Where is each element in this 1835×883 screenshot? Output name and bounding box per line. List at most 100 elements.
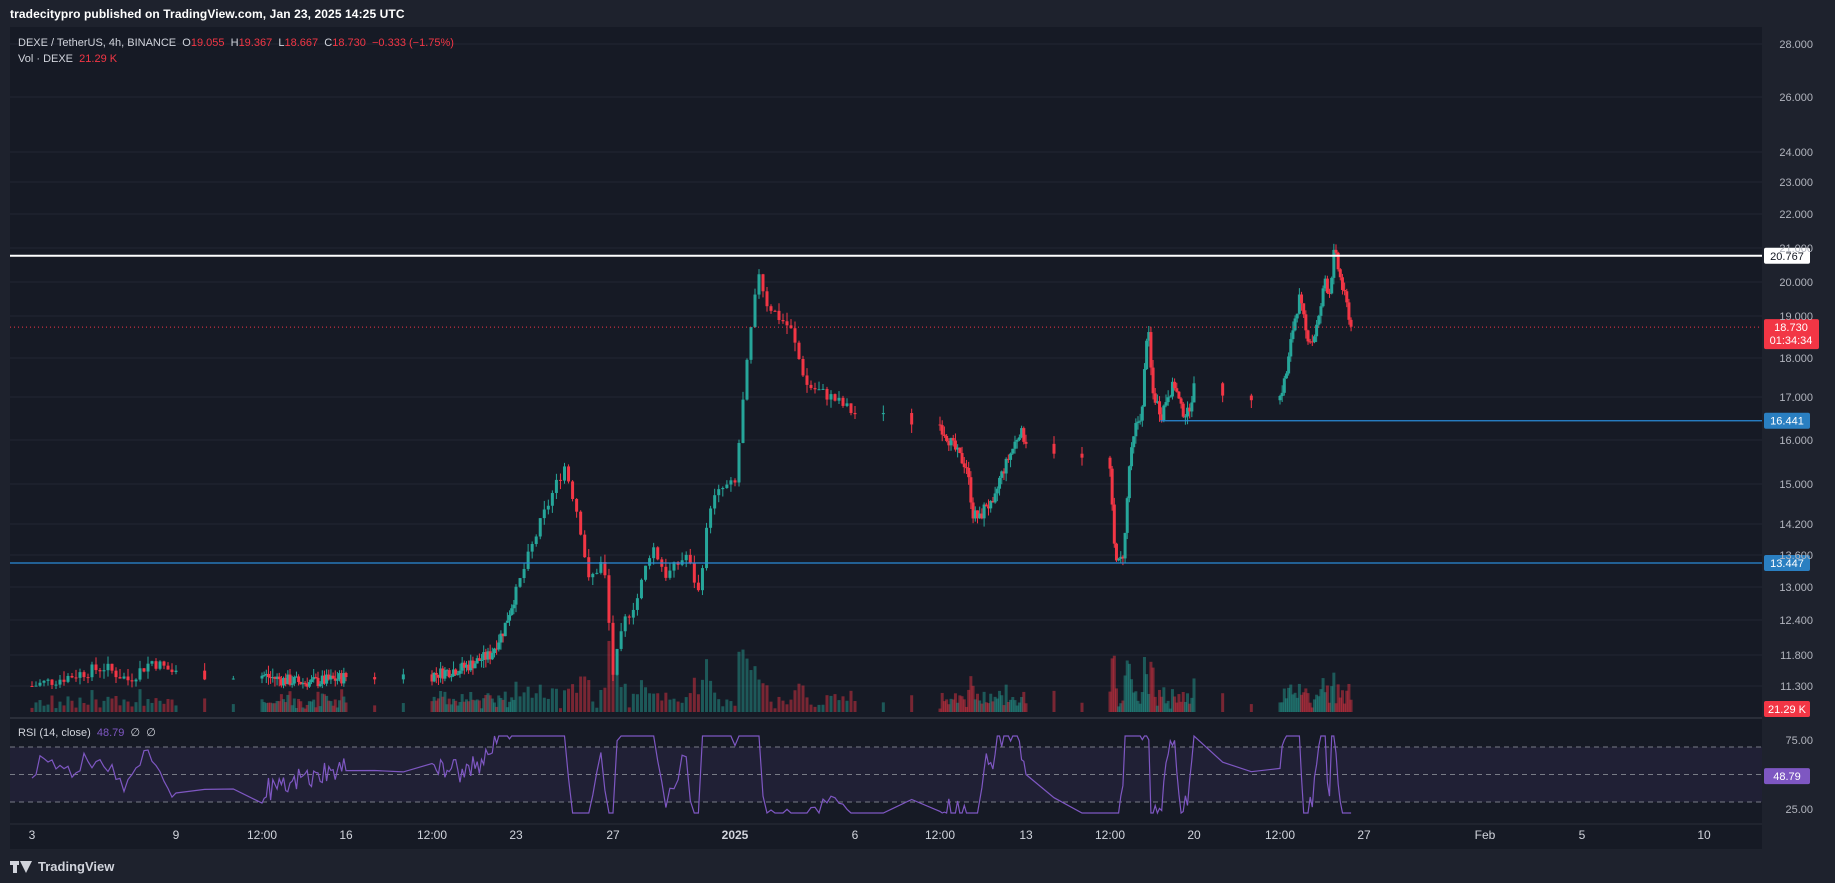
- candle-body: [1017, 437, 1021, 440]
- volume-bar: [1151, 667, 1155, 712]
- candle-body: [648, 558, 652, 566]
- volume-bar: [942, 701, 946, 712]
- volume-bar: [611, 636, 615, 712]
- candle-body: [595, 572, 599, 574]
- volume-bar: [279, 694, 283, 712]
- volume-bar: [849, 690, 853, 712]
- candle-body: [619, 631, 623, 649]
- candle-body: [980, 513, 984, 519]
- rsi-axis-label-25: 25.00: [1785, 804, 1813, 816]
- candle-body: [644, 565, 648, 580]
- candle-body: [1340, 277, 1344, 290]
- volume-bar: [733, 705, 737, 712]
- volume-bar: [38, 700, 42, 712]
- volume-bar: [262, 702, 266, 712]
- candle-body: [801, 359, 805, 376]
- candle-body: [1291, 330, 1295, 340]
- volume-bar: [757, 679, 761, 712]
- volume-bar: [599, 689, 603, 712]
- volume-bar: [623, 683, 627, 712]
- candle-body: [30, 686, 34, 687]
- volume-bar: [508, 701, 512, 712]
- candle-body: [501, 633, 505, 637]
- candle-body: [975, 510, 979, 519]
- tradingview-logo-icon: [10, 860, 32, 873]
- chart-area[interactable]: [10, 27, 1762, 849]
- volume-bar: [514, 681, 518, 712]
- candle-body: [757, 274, 761, 295]
- volume-bar: [314, 707, 318, 712]
- candle-body: [432, 672, 436, 682]
- candle-body: [1015, 439, 1019, 442]
- candle-body: [1343, 289, 1347, 292]
- candle-body: [982, 504, 986, 519]
- candle-body: [271, 677, 275, 679]
- volume-bar: [749, 670, 753, 712]
- candle-body: [599, 561, 603, 573]
- volume-bar: [1328, 702, 1332, 712]
- candle-body: [773, 310, 777, 312]
- candle-body: [512, 604, 516, 609]
- candle-body: [299, 681, 303, 685]
- candle-body: [1009, 453, 1013, 460]
- candle-body: [1164, 402, 1168, 406]
- candle-body: [106, 663, 110, 671]
- candle-body: [1134, 423, 1138, 437]
- candle-body: [110, 663, 114, 671]
- candle-body: [737, 442, 741, 483]
- volume-bar: [499, 697, 503, 712]
- volume-bar: [700, 679, 704, 712]
- price-tick-label: 23.000: [1779, 177, 1813, 189]
- volume-bar: [1293, 692, 1297, 712]
- candle-body: [571, 481, 575, 499]
- volume-bar: [90, 690, 94, 712]
- candle-body: [825, 388, 829, 400]
- volume-bar: [505, 707, 509, 712]
- candle-body: [741, 399, 745, 443]
- price-tick-label: 21.000: [1779, 243, 1813, 255]
- volume-bar: [765, 685, 769, 712]
- volume-bar: [1024, 703, 1028, 712]
- volume-bar: [1310, 707, 1314, 712]
- candle-body: [809, 384, 813, 389]
- volume-bar: [668, 699, 672, 712]
- volume-bar: [58, 701, 62, 712]
- volume-bar: [688, 693, 692, 712]
- volume-bar: [1138, 703, 1142, 712]
- candle-body: [1168, 396, 1172, 398]
- volume-bar: [1177, 694, 1181, 712]
- candle-body: [294, 676, 298, 678]
- volume-bar: [1125, 660, 1129, 712]
- publish-header: tradecitypro published on TradingView.co…: [0, 0, 1835, 27]
- volume-bar: [567, 688, 571, 712]
- candle-body: [1349, 319, 1353, 327]
- volume-bar: [644, 687, 648, 712]
- volume-bar: [558, 708, 562, 712]
- volume-bar: [338, 700, 342, 712]
- candle-body: [454, 669, 458, 675]
- candle-body: [967, 467, 971, 478]
- candle-body: [964, 467, 968, 469]
- candle-body: [484, 652, 488, 660]
- candle-body: [1110, 468, 1114, 505]
- volume-bar: [1134, 691, 1138, 712]
- volume-bar: [829, 695, 833, 712]
- candle-body: [203, 670, 207, 680]
- candle-body: [162, 661, 166, 666]
- symbol-label[interactable]: DEXE / TetherUS, 4h, BINANCE: [18, 37, 177, 49]
- volume-bar: [146, 699, 150, 712]
- candle-body: [273, 677, 277, 679]
- rsi-label[interactable]: RSI (14, close): [18, 727, 91, 739]
- price-tick-label: 20.000: [1779, 277, 1813, 289]
- volume-bar: [510, 697, 514, 712]
- candle-body: [753, 294, 757, 328]
- volume-bar: [1110, 658, 1114, 712]
- volume-bar: [583, 676, 587, 712]
- candle-body: [34, 685, 38, 687]
- level-label-13.447: 13.447: [1770, 558, 1804, 570]
- volume-bar: [50, 695, 54, 712]
- tradingview-brand[interactable]: TradingView: [10, 859, 114, 874]
- volume-bar: [290, 705, 294, 712]
- volume-bar: [1287, 687, 1291, 712]
